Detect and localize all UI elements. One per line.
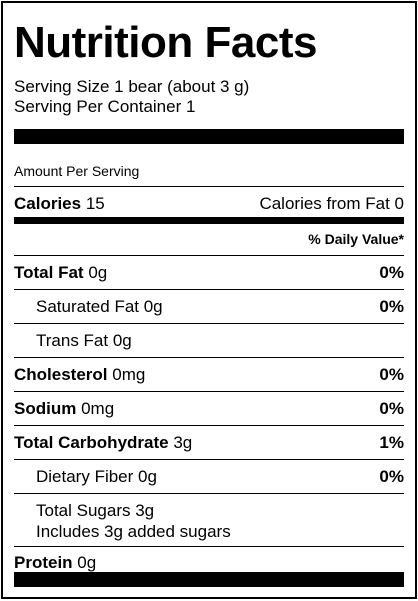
nutrient-row-total-fat: Total Fat 0g 0% (14, 256, 404, 290)
calories-value: 15 (85, 193, 105, 213)
nutrient-row-total-carbohydrate: Total Carbohydrate 3g 1% (14, 426, 404, 460)
nutrient-daily-value: 0% (379, 296, 404, 316)
nutrient-daily-value: 1% (379, 432, 404, 452)
servings-per-container: Serving Per Container 1 (14, 97, 196, 116)
amount-per-serving: Amount Per Serving (14, 163, 140, 179)
nutrient-label: Dietary Fiber 0g (36, 466, 157, 486)
serving-size: Serving Size 1 bear (about 3 g) (14, 77, 250, 96)
medium-divider (14, 217, 404, 224)
nutrient-label: Protein (14, 553, 73, 572)
added-sugars-line: Includes 3g added sugars (36, 522, 231, 541)
nutrient-label: Total Sugars 3g (36, 501, 155, 520)
nutrient-daily-value: 0% (379, 364, 404, 384)
nutrient-daily-value: 0% (379, 466, 404, 486)
bottom-divider (14, 572, 404, 587)
nutrient-row-sodium: Sodium 0mg 0% (14, 392, 404, 426)
calories-from-fat: Calories from Fat 0 (259, 193, 404, 213)
calories-text: Calories 15 (14, 194, 105, 214)
nutrient-label: Sodium (14, 398, 77, 418)
nutrient-label: Total Carbohydrate (14, 432, 169, 452)
serving-info: Serving Size 1 bear (about 3 g) Serving … (14, 77, 404, 117)
nutrient-label: Cholesterol (14, 364, 108, 384)
nutrient-daily-value: 0% (379, 262, 404, 282)
nutrient-row-dietary-fiber: Dietary Fiber 0g 0% (14, 460, 404, 494)
nutrient-row-saturated-fat: Saturated Fat 0g 0% (14, 290, 404, 324)
calories-row: Calories 15 Calories from Fat 0 (14, 186, 404, 217)
nutrient-row-protein: Protein 0g (14, 547, 404, 579)
daily-value-header: % Daily Value* (14, 224, 404, 256)
nutrient-label: Saturated Fat 0g (36, 296, 163, 316)
nutrient-daily-value: 0% (379, 398, 404, 418)
calories-label: Calories (14, 193, 82, 213)
nutrient-amount: 0mg (81, 398, 115, 418)
nutrient-amount: 3g (173, 432, 193, 452)
nutrient-label: Total Fat (14, 262, 84, 282)
label-title: Nutrition Facts (14, 18, 317, 67)
nutrient-row-total-sugars: Total Sugars 3g Includes 3g added sugars (14, 494, 404, 547)
nutrient-amount: 0g (77, 553, 97, 572)
thick-divider (14, 129, 404, 144)
nutrient-row-trans-fat: Trans Fat 0g (14, 324, 404, 358)
nutrient-amount: 0g (88, 262, 108, 282)
nutrient-label: Trans Fat 0g (36, 330, 132, 350)
nutrient-row-cholesterol: Cholesterol 0mg 0% (14, 358, 404, 392)
nutrient-amount: 0mg (112, 364, 146, 384)
